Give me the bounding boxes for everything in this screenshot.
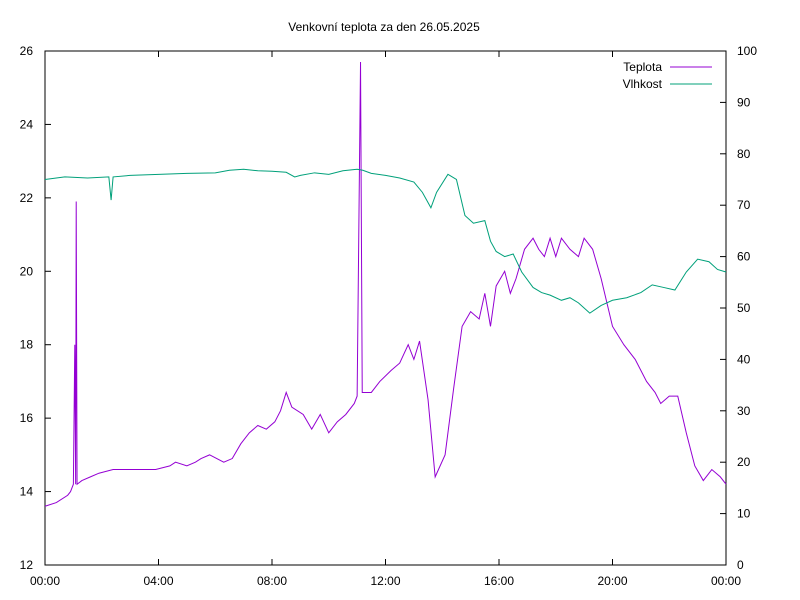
y-left-tick-label: 20 [20, 264, 34, 278]
y-right-tick-label: 90 [737, 95, 751, 109]
y-left-tick-label: 26 [20, 44, 34, 58]
x-tick-label: 04:00 [143, 574, 173, 588]
y-right-tick-label: 20 [737, 455, 751, 469]
x-tick-label: 16:00 [484, 574, 514, 588]
y-right-tick-label: 50 [737, 301, 751, 315]
x-tick-label: 12:00 [370, 574, 400, 588]
plot-area [44, 62, 727, 507]
y-left-tick-label: 16 [20, 411, 34, 425]
y-left-tick-label: 12 [20, 558, 34, 572]
x-tick-label: 00:00 [711, 574, 741, 588]
y-right-tick-label: 30 [737, 404, 751, 418]
series-line-teplota [44, 62, 727, 507]
x-tick-label: 00:00 [30, 574, 60, 588]
x-tick-label: 20:00 [597, 574, 627, 588]
y-left-tick-label: 22 [20, 191, 34, 205]
y-right-tick-label: 0 [737, 558, 744, 572]
y-right-tick-label: 80 [737, 147, 751, 161]
chart-title: Venkovní teplota za den 26.05.2025 [288, 20, 480, 34]
y-left-tick-label: 24 [20, 117, 34, 131]
legend: Teplota Vlhkost [623, 60, 712, 91]
y-right-tick-label: 40 [737, 352, 751, 366]
axes: 12 14 16 18 20 22 24 26 0 10 20 30 40 50 60 70 80 90 100 00… [20, 44, 758, 588]
y-right-tick-label: 60 [737, 250, 751, 264]
y-right-tick-label: 10 [737, 507, 751, 521]
y-right-tick-label: 100 [737, 44, 757, 58]
legend-label-vlhkost: Vlhkost [623, 77, 663, 91]
legend-label-teplota: Teplota [623, 60, 662, 74]
y-left-tick-label: 18 [20, 338, 34, 352]
x-tick-label: 08:00 [257, 574, 287, 588]
y-right-tick-label: 70 [737, 198, 751, 212]
plot-border [44, 50, 727, 566]
series-line-vlhkost [44, 168, 727, 314]
y-left-tick-label: 14 [20, 485, 34, 499]
